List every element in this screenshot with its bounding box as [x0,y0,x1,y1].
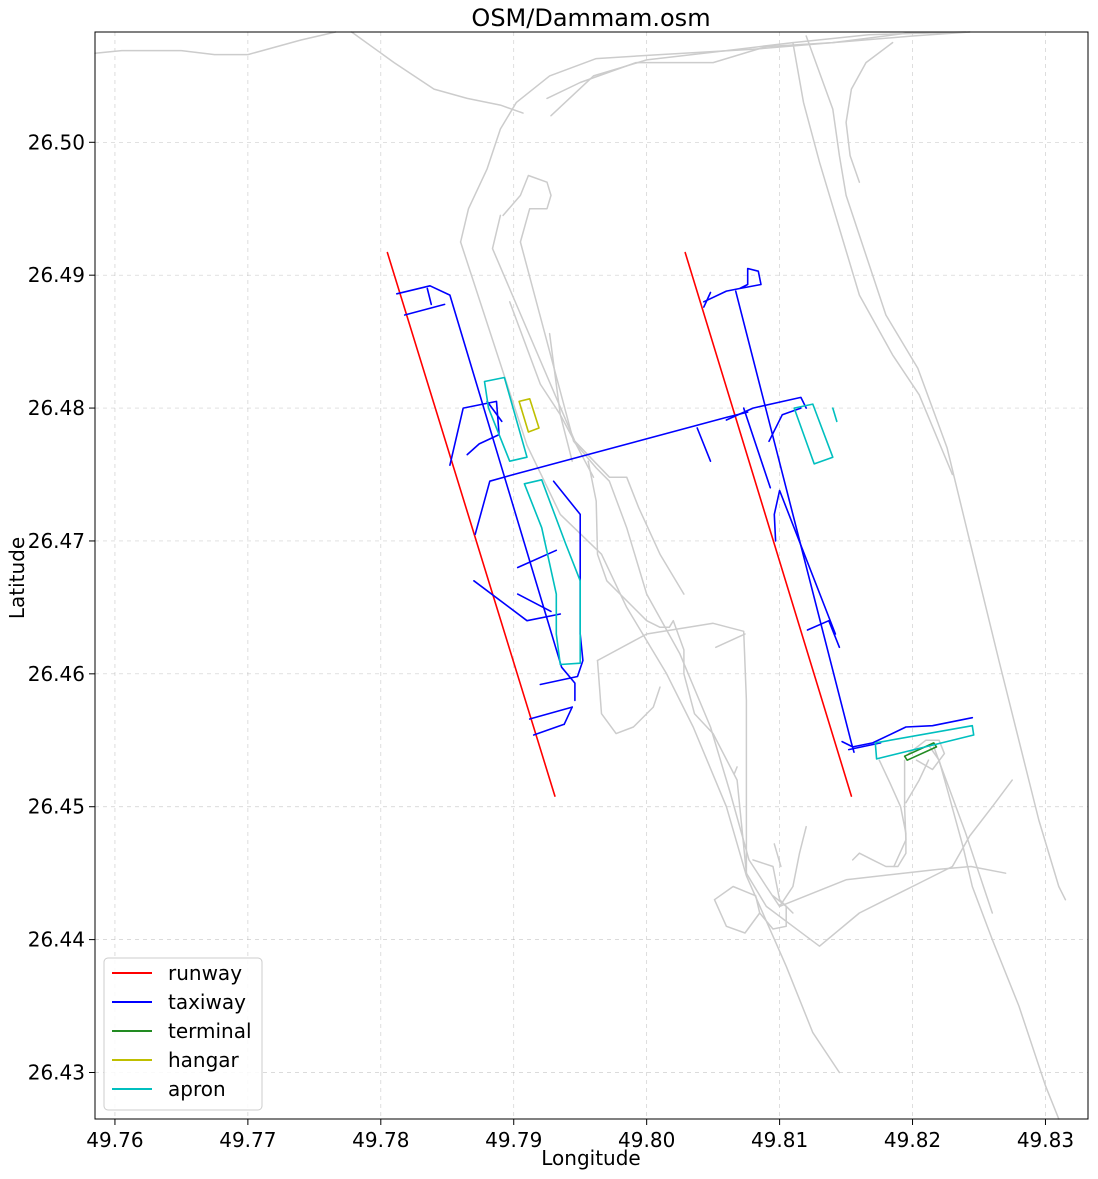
apron-line [874,724,975,760]
series-taxiway [396,267,974,753]
y-tick-label: 26.50 [28,130,85,154]
taxiway-line [539,633,584,686]
road-line [587,460,748,874]
legend-items: runway taxiway terminal hangar apron [112,961,252,1101]
legend-label-hangar: hangar [168,1048,240,1072]
taxiway-line [806,619,841,649]
series-road [94,31,1067,1120]
x-axis-label: Longitude [541,1146,640,1170]
series-apron [483,376,975,760]
road-line [758,895,787,930]
taxiway-line [563,706,573,726]
x-tick-label: 49.81 [751,1128,808,1152]
taxiway-line [742,407,772,489]
road-line [845,41,894,183]
road-line [893,759,907,868]
y-tick-label: 26.44 [28,928,85,952]
road-line [459,241,841,1074]
y-axis: 26.43 26.44 26.45 26.46 26.47 26.48 26.49 26.50 [28,130,95,1084]
road-line [733,766,738,775]
x-tick-label: 49.76 [86,1128,143,1152]
road-line [715,633,746,649]
series-hangar [518,398,540,433]
taxiway-line [516,549,558,569]
road-line [907,739,946,771]
taxiway-line [474,411,749,536]
apron-line [523,479,581,666]
taxiway-line [486,400,503,423]
y-tick-label: 26.48 [28,396,85,420]
x-tick-label: 49.82 [884,1128,941,1152]
taxiway-line [725,396,807,421]
road-line [508,301,595,478]
y-axis-label: Latitude [5,537,29,619]
y-tick-label: 26.49 [28,263,85,287]
x-axis: 49.76 49.77 49.78 49.79 49.80 49.81 49.82 49.83 [86,1119,1074,1152]
plot-area [94,31,1067,1120]
runway-line [386,251,556,797]
taxiway-line [528,706,573,720]
y-tick-label: 26.46 [28,662,85,686]
axes-frame [94,31,1089,1120]
runway-line [684,251,853,797]
x-tick-label: 49.79 [485,1128,542,1152]
x-tick-label: 49.78 [352,1128,409,1152]
taxiway-line [473,580,562,622]
legend-label-taxiway: taxiway [168,990,246,1014]
taxiway-line [773,489,837,635]
road-line [905,759,930,804]
y-tick-label: 26.43 [28,1060,85,1084]
road-line [350,31,524,114]
road-line [778,865,1007,908]
road-line [933,746,994,914]
series-runway [386,251,853,797]
chart-title: OSM/Dammam.osm [471,4,710,32]
x-tick-label: 49.77 [219,1128,276,1152]
road-line [792,41,954,476]
taxiway-line [396,285,576,702]
hangar-line [518,398,540,433]
taxiway-line [426,287,433,306]
legend-label-terminal: terminal [168,1019,252,1043]
legend-label-apron: apron [168,1077,226,1101]
taxiway-line [532,723,565,736]
apron-line [793,403,834,465]
legend-label-runway: runway [168,961,242,985]
apron-line [832,407,838,423]
road-line [94,31,337,56]
road-line [773,843,782,868]
y-tick-label: 26.47 [28,529,85,553]
road-line [548,332,573,462]
taxiway-line [403,303,446,316]
road-line [745,779,1013,947]
taxiway-line [696,427,712,462]
road-line [805,35,1067,901]
taxiway-line [841,716,974,748]
taxiway-line [449,400,500,466]
taxiway-line [516,593,552,613]
legend: runway taxiway terminal hangar apron [103,957,263,1111]
taxiway-line [703,267,762,303]
y-tick-label: 26.45 [28,795,85,819]
road-line [550,31,971,117]
taxiway-line [703,291,712,308]
road-line [596,622,748,874]
apron-line [483,376,528,462]
road-line [851,759,907,868]
x-tick-label: 49.83 [1017,1128,1074,1152]
road-line [491,214,685,595]
legend-box [103,957,263,1111]
grid [95,32,1088,1119]
x-tick-label: 49.80 [618,1128,675,1152]
road-line [596,659,661,735]
